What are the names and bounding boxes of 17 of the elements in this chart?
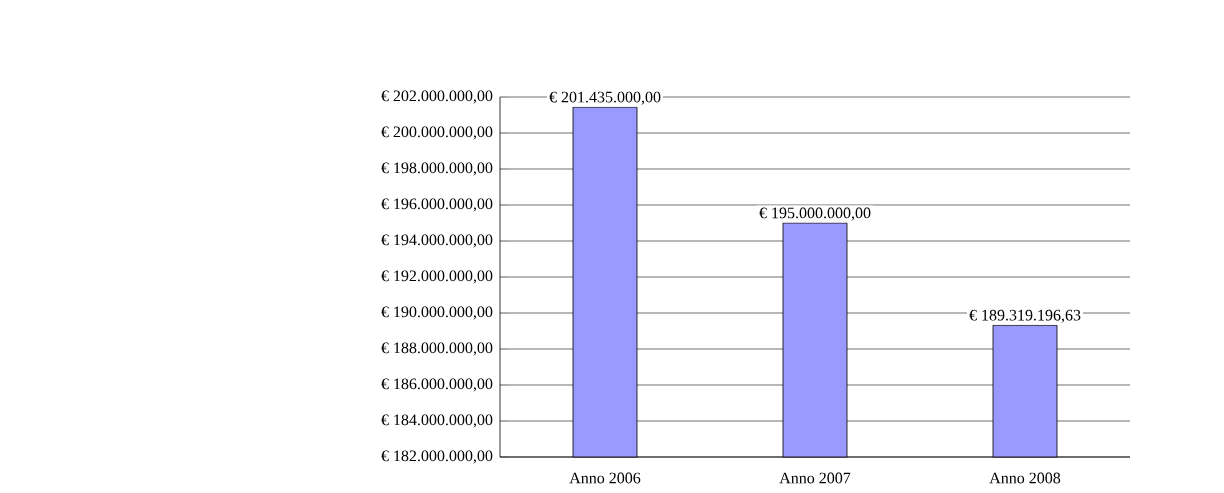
y-tick-label: € 186.000.000,00 (381, 378, 493, 392)
data-label: € 201.435.000,00 (549, 91, 661, 105)
y-tick-label: € 200.000.000,00 (381, 126, 493, 140)
y-tick-label: € 202.000.000,00 (381, 90, 493, 104)
x-tick-label: Anno 2008 (989, 472, 1061, 484)
y-tick-label: € 184.000.000,00 (381, 414, 493, 428)
y-tick-label: € 192.000.000,00 (381, 270, 493, 284)
data-label: € 189.319.196,63 (969, 309, 1081, 323)
y-tick-label: € 190.000.000,00 (381, 306, 493, 320)
y-tick-label: € 182.000.000,00 (381, 450, 493, 464)
y-tick-label: € 196.000.000,00 (381, 198, 493, 212)
x-tick-label: Anno 2006 (569, 472, 641, 484)
data-label: € 195.000.000,00 (759, 207, 871, 221)
x-tick-label: Anno 2007 (779, 472, 851, 484)
y-tick-label: € 194.000.000,00 (381, 234, 493, 248)
y-tick-label: € 188.000.000,00 (381, 342, 493, 356)
y-tick-label: € 198.000.000,00 (381, 162, 493, 176)
